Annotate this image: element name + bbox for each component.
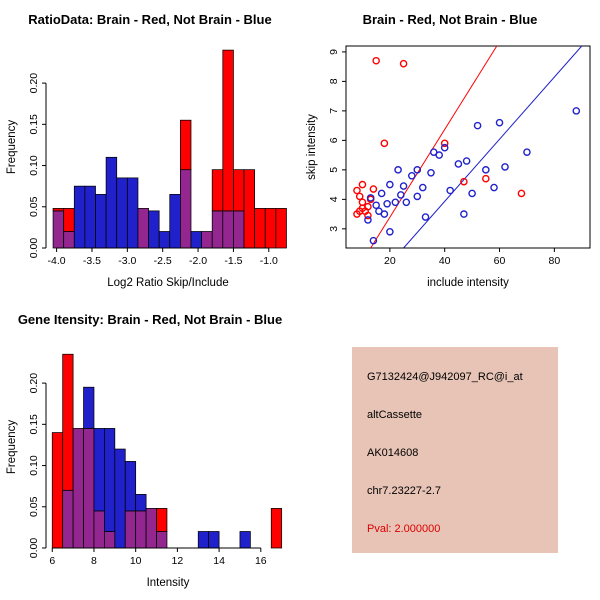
svg-text:0.00: 0.00 bbox=[28, 238, 40, 259]
svg-text:60: 60 bbox=[494, 255, 506, 267]
svg-text:0.15: 0.15 bbox=[28, 114, 40, 135]
svg-text:5: 5 bbox=[328, 167, 340, 173]
svg-text:14: 14 bbox=[213, 555, 225, 567]
svg-text:0.20: 0.20 bbox=[28, 373, 40, 394]
svg-text:4: 4 bbox=[328, 196, 340, 202]
svg-text:-4.0: -4.0 bbox=[48, 255, 66, 267]
svg-text:3: 3 bbox=[328, 226, 340, 232]
svg-text:40: 40 bbox=[439, 255, 451, 267]
svg-text:0.05: 0.05 bbox=[28, 196, 40, 217]
svg-text:6: 6 bbox=[328, 137, 340, 143]
gene-probe-id: G7132424@J942097_RC@i_at bbox=[367, 371, 523, 383]
svg-text:8: 8 bbox=[328, 78, 340, 84]
intensity-scatter-chart: 20 40 60 80 include intensity 3 4 5 6 7 8 9 skip int… bbox=[306, 45, 591, 289]
svg-text:0.05: 0.05 bbox=[28, 496, 40, 517]
svg-text:10: 10 bbox=[130, 555, 142, 567]
svg-text:7: 7 bbox=[328, 108, 340, 114]
splice-event-type: altCassette bbox=[367, 409, 423, 421]
gene-intensity-histogram-title: Gene Itensity: Brain - Red, Not Brain - … bbox=[17, 312, 283, 327]
svg-text:-1.0: -1.0 bbox=[260, 255, 278, 267]
svg-text:-3.0: -3.0 bbox=[118, 255, 136, 267]
svg-text:9: 9 bbox=[328, 49, 340, 55]
svg-text:0.20: 0.20 bbox=[28, 73, 40, 94]
genbank-accession: AK014608 bbox=[367, 447, 419, 459]
svg-text:12: 12 bbox=[172, 555, 184, 567]
genomic-location: chr7.23227-2.7 bbox=[367, 485, 441, 497]
svg-text:-3.5: -3.5 bbox=[83, 255, 101, 267]
svg-text:Frequency: Frequency bbox=[6, 420, 18, 475]
svg-text:-2.0: -2.0 bbox=[189, 255, 207, 267]
svg-text:0.00: 0.00 bbox=[28, 538, 40, 559]
svg-text:Frequency: Frequency bbox=[6, 120, 18, 175]
panel-intensity-scatter: Brain - Red, Not Brain - Blue 20 40 60 80 in… bbox=[300, 0, 600, 300]
svg-text:0.10: 0.10 bbox=[28, 155, 40, 176]
svg-text:6: 6 bbox=[49, 555, 55, 567]
ratio-histogram-chart: -4.0 -3.5 -3.0 -2.5 -2.0 -1.5 -1.0 Log2 Ratio S… bbox=[6, 49, 287, 289]
svg-text:20: 20 bbox=[384, 255, 396, 267]
svg-text:include intensity: include intensity bbox=[427, 277, 509, 289]
svg-text:-1.5: -1.5 bbox=[224, 255, 242, 267]
panel-gene-info: G7132424@J942097_RC@i_at altCassette AK0… bbox=[300, 300, 600, 600]
gene-intensity-histogram-chart: 6 8 10 12 14 16 Intensity 0.00 0.05 0.10 0.15 0.20 F… bbox=[6, 353, 283, 589]
intensity-scatter-title: Brain - Red, Not Brain - Blue bbox=[362, 12, 538, 27]
svg-text:0.15: 0.15 bbox=[28, 414, 40, 435]
svg-text:-2.5: -2.5 bbox=[154, 255, 172, 267]
svg-text:16: 16 bbox=[255, 555, 267, 567]
svg-text:Intensity: Intensity bbox=[147, 577, 190, 589]
svg-text:8: 8 bbox=[91, 555, 97, 567]
svg-text:Log2 Ratio Skip/Include: Log2 Ratio Skip/Include bbox=[107, 277, 228, 289]
gene-info-box: G7132424@J942097_RC@i_at altCassette AK0… bbox=[352, 347, 558, 553]
pvalue-text: Pval: 2.000000 bbox=[367, 523, 441, 535]
panel-ratio-histogram: RatioData: Brain - Red, Not Brain - Blue… bbox=[0, 0, 300, 300]
svg-text:80: 80 bbox=[549, 255, 561, 267]
svg-text:skip intensity: skip intensity bbox=[306, 114, 318, 180]
panel-gene-intensity-histogram: Gene Itensity: Brain - Red, Not Brain - … bbox=[0, 300, 300, 600]
ratio-histogram-title: RatioData: Brain - Red, Not Brain - Blue bbox=[28, 12, 272, 27]
svg-text:0.10: 0.10 bbox=[28, 455, 40, 476]
